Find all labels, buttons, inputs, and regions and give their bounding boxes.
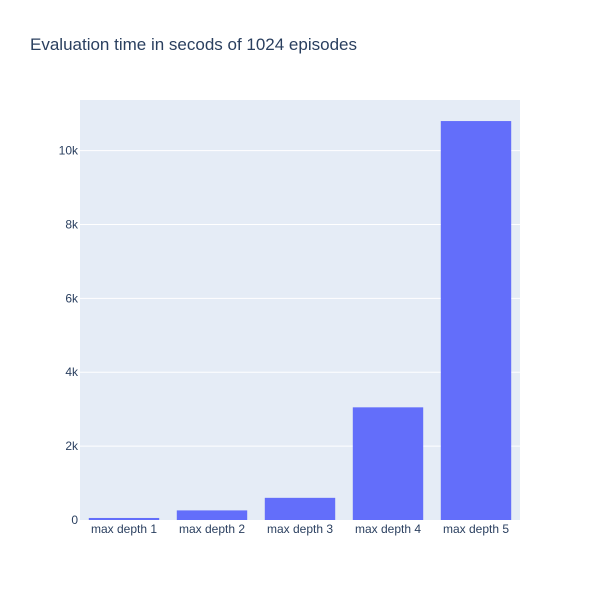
y-tick-label: 0	[71, 513, 78, 527]
bar[interactable]	[440, 121, 512, 520]
bars-group	[88, 121, 512, 520]
x-tick-label: max depth 1	[91, 522, 157, 536]
x-tick-label: max depth 4	[355, 522, 421, 536]
x-tick-label: max depth 5	[443, 522, 509, 536]
x-tick-label: max depth 2	[179, 522, 245, 536]
x-axis: max depth 1 max depth 2 max depth 3 max dep…	[91, 522, 509, 536]
y-tick-label: 2k	[65, 439, 79, 453]
x-tick-label: max depth 3	[267, 522, 333, 536]
bar[interactable]	[264, 497, 336, 520]
bar[interactable]	[88, 517, 160, 520]
y-tick-label: 8k	[65, 217, 79, 231]
y-tick-label: 10k	[59, 144, 79, 158]
bar[interactable]	[176, 510, 248, 520]
y-tick-label: 4k	[65, 365, 79, 379]
y-tick-label: 6k	[65, 291, 79, 305]
bar[interactable]	[352, 407, 424, 520]
chart-title: Evaluation time in secods of 1024 episod…	[30, 35, 357, 54]
y-axis: 0 2k 4k 6k 8k 10k	[59, 144, 79, 527]
